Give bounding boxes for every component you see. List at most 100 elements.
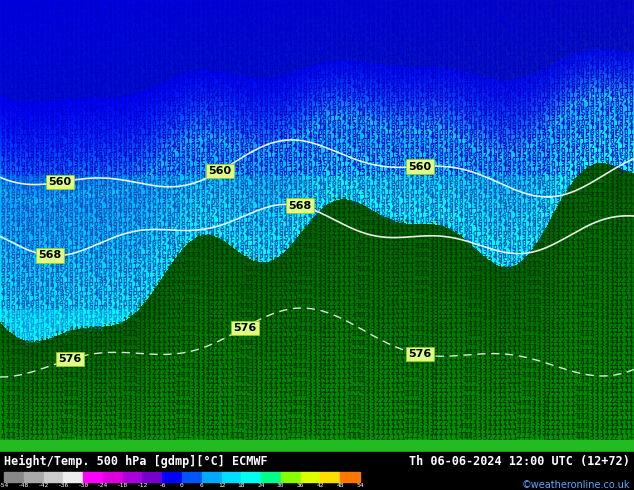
- Text: 4: 4: [322, 202, 327, 211]
- Text: p: p: [468, 8, 473, 17]
- Text: j: j: [210, 123, 215, 132]
- Text: 1: 1: [404, 294, 410, 303]
- Text: 1: 1: [171, 331, 176, 340]
- Text: i: i: [502, 372, 507, 382]
- Text: j: j: [307, 386, 312, 395]
- Text: 5: 5: [88, 146, 93, 155]
- Text: 1: 1: [570, 280, 575, 289]
- Text: 2: 2: [235, 188, 239, 197]
- Text: +: +: [526, 275, 531, 285]
- Text: j: j: [555, 31, 560, 40]
- Text: g: g: [522, 229, 526, 238]
- Text: r: r: [137, 193, 141, 201]
- Text: g: g: [541, 3, 546, 12]
- Text: 4: 4: [88, 128, 93, 137]
- Text: +: +: [69, 349, 74, 358]
- Text: l: l: [400, 410, 404, 418]
- Text: 1: 1: [254, 142, 259, 150]
- Text: 2: 2: [526, 178, 531, 188]
- Text: 4: 4: [356, 248, 361, 257]
- Text: +: +: [302, 303, 307, 312]
- Text: q: q: [224, 225, 230, 234]
- Text: 2: 2: [468, 142, 473, 150]
- Text: j: j: [127, 128, 132, 137]
- Text: 4: 4: [171, 123, 176, 132]
- Text: 1: 1: [560, 123, 565, 132]
- Text: 3: 3: [449, 68, 453, 77]
- Text: e: e: [283, 128, 288, 137]
- Text: e: e: [35, 183, 39, 192]
- Text: 3: 3: [419, 410, 424, 418]
- Text: r: r: [512, 100, 517, 109]
- Text: 4: 4: [157, 54, 161, 63]
- Text: r: r: [624, 54, 628, 63]
- Text: 3: 3: [453, 170, 458, 178]
- Text: j: j: [171, 77, 176, 86]
- Text: q: q: [614, 3, 619, 12]
- Text: 5: 5: [502, 119, 507, 127]
- Text: 1: 1: [458, 77, 463, 86]
- Text: j: j: [366, 418, 370, 428]
- Text: i: i: [497, 363, 502, 372]
- Text: i: i: [619, 178, 624, 188]
- Text: 1: 1: [580, 77, 585, 86]
- Text: i: i: [268, 382, 273, 391]
- Text: 0: 0: [230, 188, 234, 197]
- Text: 3: 3: [69, 17, 74, 26]
- Text: p: p: [176, 155, 181, 165]
- Text: 0: 0: [55, 211, 59, 220]
- Text: p: p: [609, 100, 614, 109]
- Text: l: l: [346, 239, 351, 247]
- Text: j: j: [268, 220, 273, 229]
- Text: 2: 2: [395, 193, 399, 201]
- Text: 3: 3: [390, 49, 395, 58]
- Text: 2: 2: [88, 91, 93, 100]
- Text: +: +: [522, 433, 526, 441]
- Text: +: +: [235, 418, 239, 428]
- Text: 3: 3: [609, 294, 614, 303]
- Text: p: p: [541, 216, 546, 224]
- Text: l: l: [176, 308, 181, 317]
- Text: 4: 4: [15, 340, 20, 349]
- Text: e: e: [453, 220, 458, 229]
- Text: 1: 1: [400, 349, 404, 358]
- Text: 4: 4: [585, 340, 590, 349]
- Text: 5: 5: [69, 114, 74, 123]
- Text: 3: 3: [317, 252, 321, 262]
- Text: 1: 1: [522, 178, 526, 188]
- Text: 4: 4: [20, 262, 25, 270]
- Text: e: e: [249, 105, 254, 114]
- Text: 2: 2: [560, 354, 565, 363]
- Text: 3: 3: [439, 243, 443, 252]
- Text: 4: 4: [585, 377, 590, 386]
- Text: i: i: [629, 197, 633, 206]
- Text: 0: 0: [98, 82, 103, 91]
- Text: 3: 3: [410, 22, 414, 30]
- Text: 2: 2: [98, 391, 103, 400]
- Text: 2: 2: [25, 109, 30, 118]
- Text: 4: 4: [293, 372, 297, 382]
- Text: +: +: [297, 386, 302, 395]
- Text: g: g: [220, 91, 224, 100]
- Text: 4: 4: [10, 395, 15, 405]
- Text: 2: 2: [332, 91, 337, 100]
- Text: +: +: [186, 359, 190, 368]
- Text: 1: 1: [20, 68, 25, 77]
- Text: 0: 0: [127, 100, 132, 109]
- Text: 2: 2: [259, 433, 263, 441]
- Text: g: g: [20, 178, 25, 188]
- Text: 3: 3: [239, 248, 244, 257]
- Text: 5: 5: [580, 109, 585, 118]
- Text: 1: 1: [439, 45, 443, 54]
- Text: j: j: [35, 266, 39, 275]
- Text: 3: 3: [375, 294, 380, 303]
- Text: 2: 2: [604, 414, 609, 423]
- Text: r: r: [44, 12, 49, 22]
- Text: 5: 5: [458, 31, 463, 40]
- Text: g: g: [566, 58, 570, 68]
- Text: j: j: [346, 54, 351, 63]
- Text: g: g: [482, 105, 488, 114]
- Text: 1: 1: [342, 418, 346, 428]
- Text: 0: 0: [191, 202, 195, 211]
- Text: j: j: [44, 234, 49, 243]
